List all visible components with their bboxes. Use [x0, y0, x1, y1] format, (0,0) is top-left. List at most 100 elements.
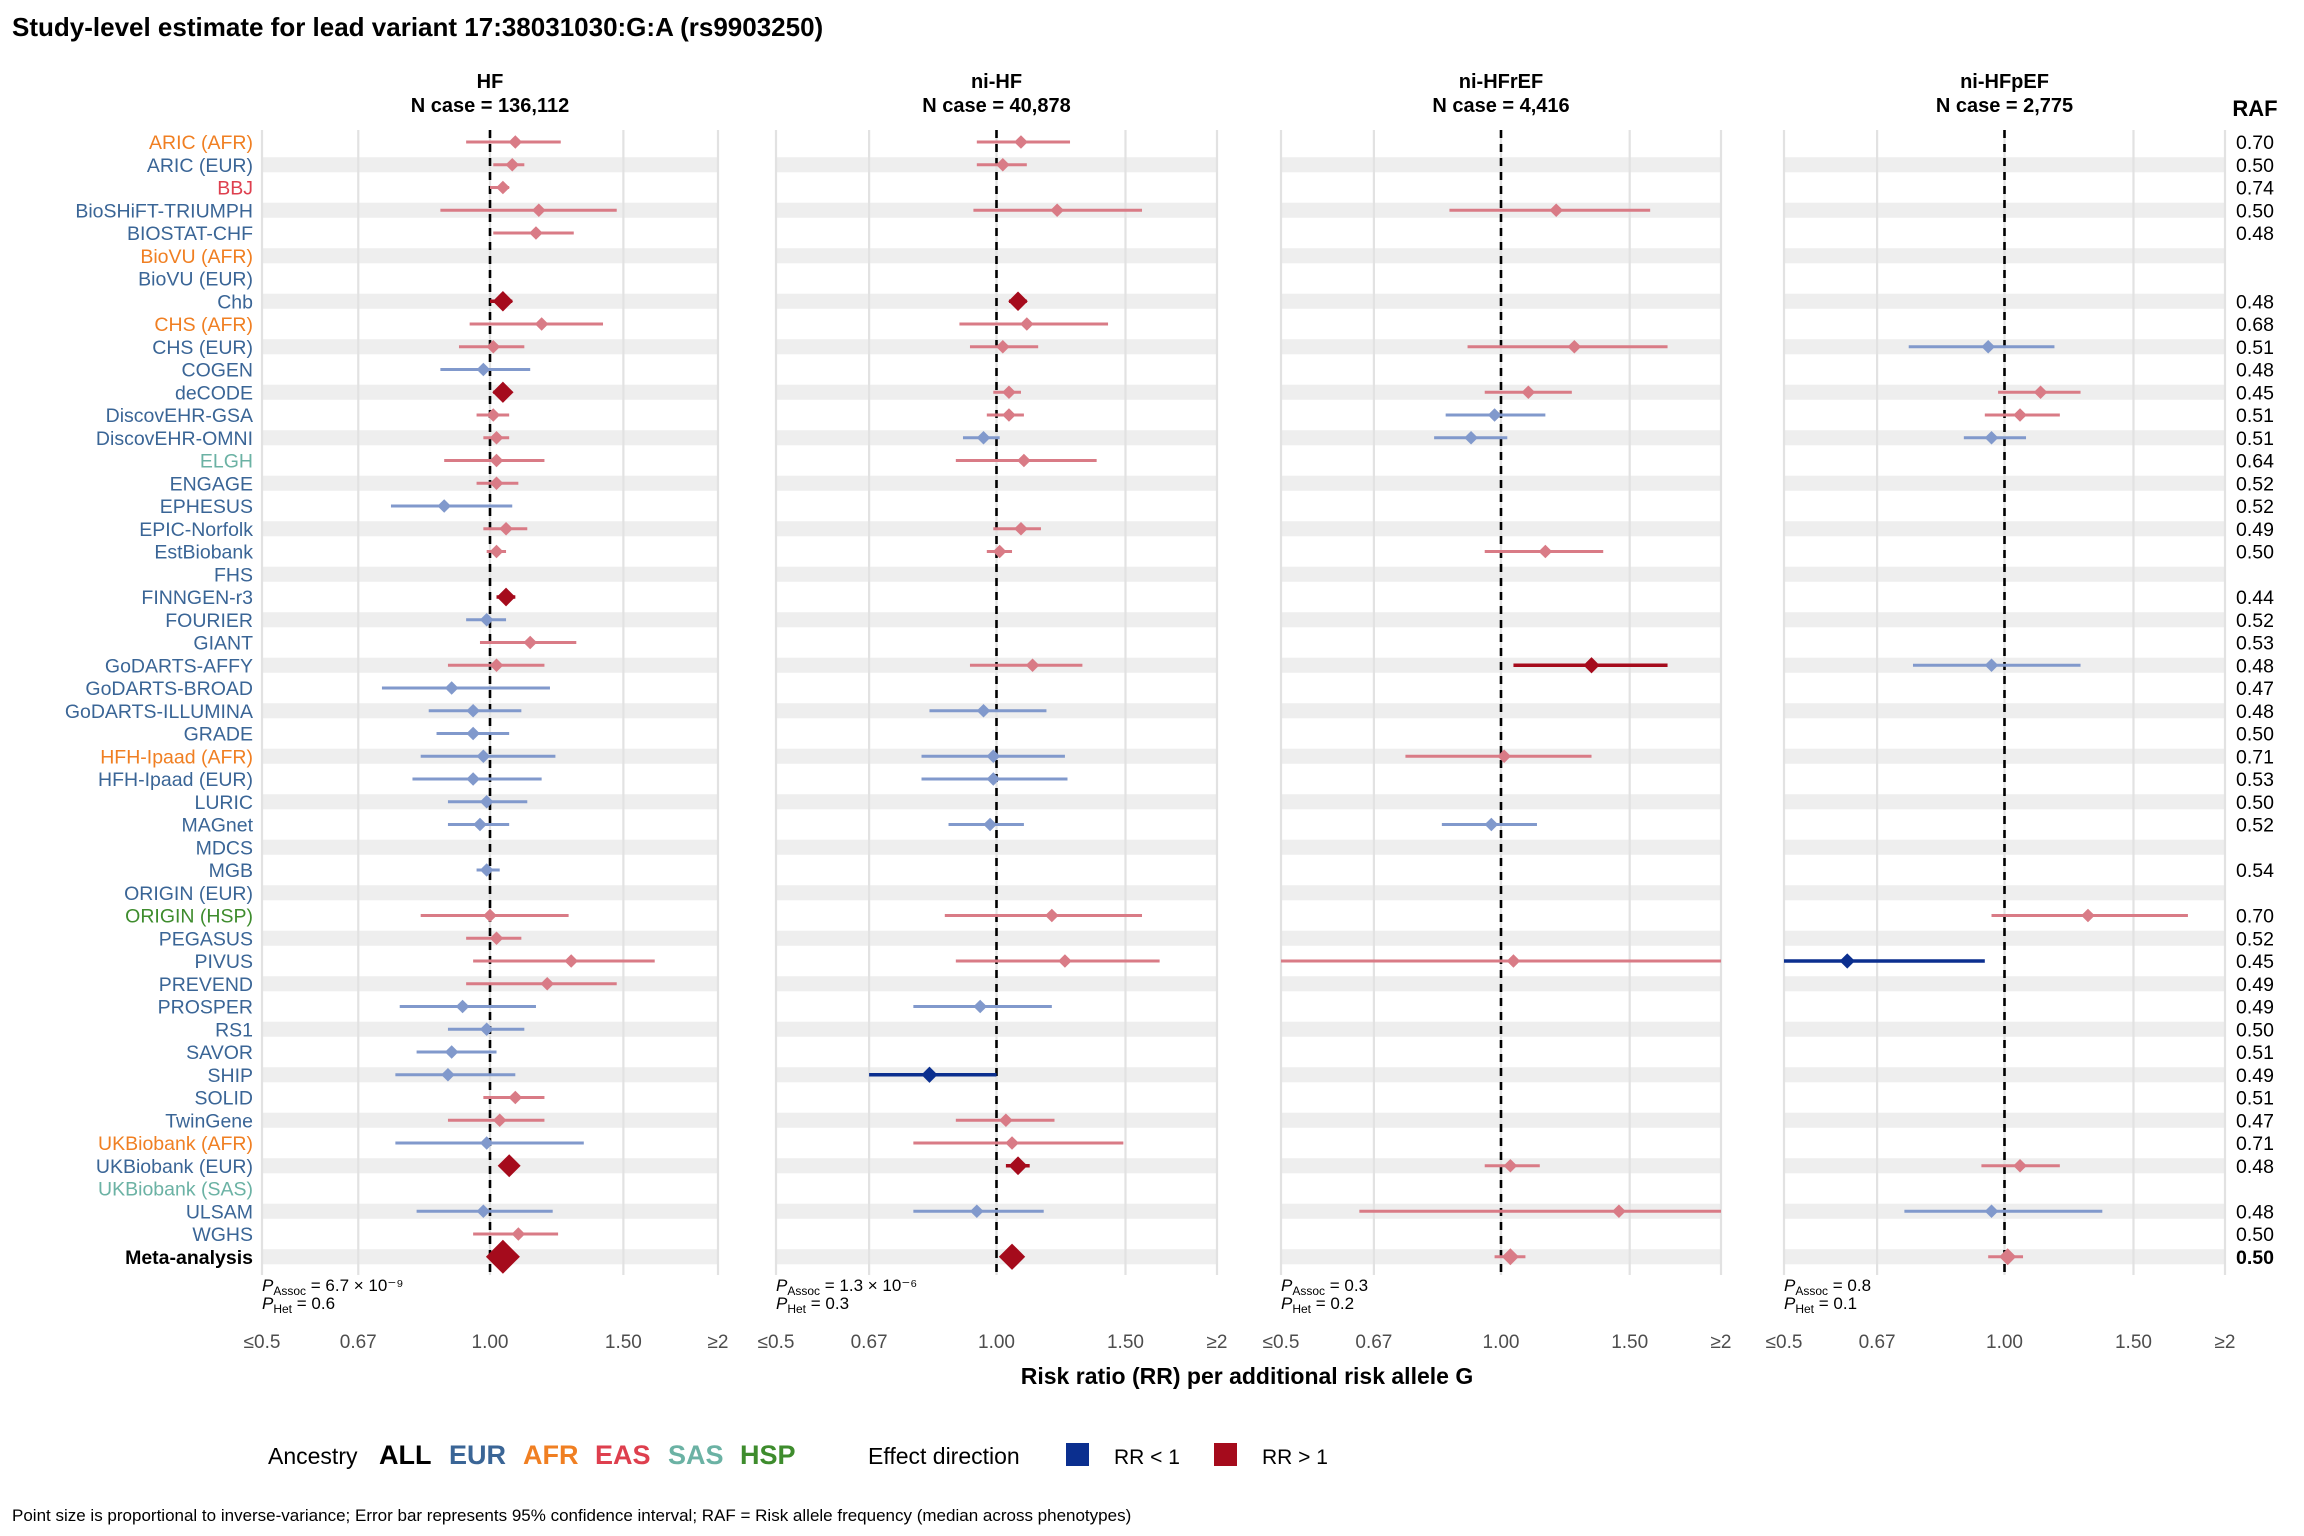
- point-estimate: [1549, 203, 1564, 218]
- raf-value: 0.49: [2236, 997, 2274, 1019]
- study-label: BioSHiFT-TRIUMPH: [75, 200, 253, 222]
- raf-value: 0.64: [2236, 451, 2274, 473]
- point-estimate: [1497, 749, 1511, 764]
- raf-value: 0.45: [2236, 382, 2274, 404]
- tick-label: 1.50: [1611, 1332, 1648, 1353]
- point-estimate: [1583, 657, 1600, 674]
- panel-n-case: N case = 4,416: [1432, 95, 1569, 117]
- point-estimate: [483, 908, 497, 923]
- point-estimate: [992, 544, 1007, 559]
- raf-value: 0.44: [2236, 587, 2274, 609]
- x-axis-label: Risk ratio (RR) per additional risk alle…: [1021, 1363, 1473, 1389]
- study-label: SAVOR: [186, 1042, 253, 1064]
- point-estimate: [1506, 954, 1521, 968]
- p-assoc: PAssoc = 0.3: [1281, 1276, 1368, 1298]
- point-estimate: [466, 772, 480, 786]
- legend-ancestry-title: Ancestry: [268, 1443, 358, 1469]
- point-estimate: [1014, 135, 1028, 149]
- footnote: Point size is proportional to inverse-va…: [12, 1506, 1131, 1525]
- study-label: BioVU (AFR): [140, 246, 253, 268]
- study-label: UKBiobank (AFR): [98, 1133, 253, 1155]
- p-assoc: PAssoc = 6.7 × 10⁻⁹: [262, 1276, 404, 1298]
- raf-value: 0.45: [2236, 951, 2274, 973]
- point-estimate: [479, 863, 494, 877]
- study-label: PIVUS: [194, 951, 253, 973]
- legend-effect-label: RR > 1: [1262, 1446, 1328, 1469]
- raf-value: 0.48: [2236, 291, 2274, 313]
- study-label: BBJ: [217, 178, 253, 200]
- tick-label: 1.50: [605, 1332, 642, 1353]
- study-labels: ARIC (AFR)ARIC (EUR)BBJBioSHiFT-TRIUMPHB…: [65, 132, 254, 1269]
- study-label: Chb: [217, 291, 253, 313]
- tick-label: 0.67: [1355, 1332, 1392, 1353]
- raf-value: 0.49: [2236, 519, 2274, 541]
- tick-label: ≤0.5: [758, 1332, 795, 1353]
- point-estimate: [995, 339, 1010, 354]
- point-estimate: [489, 453, 504, 468]
- point-estimate: [1839, 953, 1855, 969]
- panel-n-case: N case = 40,878: [922, 95, 1070, 117]
- point-estimate: [1981, 339, 1995, 354]
- point-estimate: [986, 749, 1001, 764]
- raf-value: 0.51: [2236, 337, 2274, 359]
- point-estimate: [1005, 1136, 1019, 1150]
- panel-n-case: N case = 2,775: [1936, 95, 2073, 117]
- point-estimate: [1050, 203, 1064, 218]
- point-estimate: [1487, 408, 1502, 422]
- point-estimate: [489, 931, 504, 946]
- raf-value: 0.52: [2236, 473, 2274, 495]
- raf-value: 0.50: [2236, 1019, 2274, 1041]
- point-estimate: [970, 1204, 984, 1219]
- point-estimate: [1002, 408, 1016, 422]
- raf-value: 0.50: [2236, 542, 2274, 564]
- raf-value: 0.74: [2236, 178, 2274, 200]
- study-label: deCODE: [175, 382, 253, 404]
- p-het: PHet = 0.2: [1281, 1294, 1354, 1316]
- panel-title: HF: [477, 71, 504, 93]
- point-estimate: [466, 703, 480, 718]
- tick-label: 1.00: [1483, 1332, 1520, 1353]
- raf-value: 0.48: [2236, 655, 2274, 677]
- raf-value: 0.71: [2236, 1133, 2274, 1155]
- point-estimate: [1464, 430, 1478, 445]
- study-label: LURIC: [194, 792, 253, 814]
- tick-label: ≤0.5: [1263, 1332, 1300, 1353]
- point-estimate: [1612, 1204, 1626, 1219]
- point-estimate: [492, 291, 514, 312]
- legend-ancestry-all: ALL: [379, 1440, 431, 1470]
- tick-label: ≥2: [708, 1332, 729, 1353]
- tick-label: ≤0.5: [244, 1332, 281, 1353]
- tick-label: ≤0.5: [1766, 1332, 1803, 1353]
- point-estimate: [1002, 385, 1016, 400]
- point-estimate: [444, 1045, 459, 1059]
- panel-title: ni-HFrEF: [1459, 71, 1543, 93]
- raf-value: 0.52: [2236, 815, 2274, 837]
- p-assoc: PAssoc = 0.8: [1784, 1276, 1871, 1298]
- point-estimate: [496, 180, 510, 195]
- raf-value: 0.50: [2236, 1224, 2274, 1246]
- study-label: GRADE: [184, 724, 253, 746]
- point-estimate: [1984, 658, 1999, 673]
- point-estimate: [1501, 1248, 1519, 1266]
- legend-effect-title: Effect direction: [868, 1443, 1020, 1469]
- study-label: ARIC (AFR): [149, 132, 253, 154]
- raf-value: 0.51: [2236, 1088, 2274, 1110]
- panel-title: ni-HFpEF: [1960, 71, 2049, 93]
- raf-value: 0.53: [2236, 769, 2274, 791]
- study-label: SOLID: [194, 1088, 253, 1110]
- legend: Ancestry ALL EUR AFR EAS SAS HSP Effect directi…: [268, 1440, 1328, 1470]
- point-estimate: [473, 817, 487, 832]
- point-estimate: [479, 794, 494, 809]
- study-label: WGHS: [192, 1224, 253, 1246]
- point-estimate: [511, 1227, 526, 1241]
- point-estimate: [532, 203, 546, 218]
- raf-value: 0.53: [2236, 633, 2274, 655]
- point-estimate: [444, 681, 459, 695]
- point-estimate: [1521, 385, 1536, 400]
- study-label: TwinGene: [165, 1110, 253, 1132]
- tick-label: 1.50: [1107, 1332, 1144, 1353]
- point-estimate: [1984, 1204, 1999, 1219]
- study-label: MDCS: [196, 837, 253, 859]
- point-estimate: [1017, 453, 1031, 468]
